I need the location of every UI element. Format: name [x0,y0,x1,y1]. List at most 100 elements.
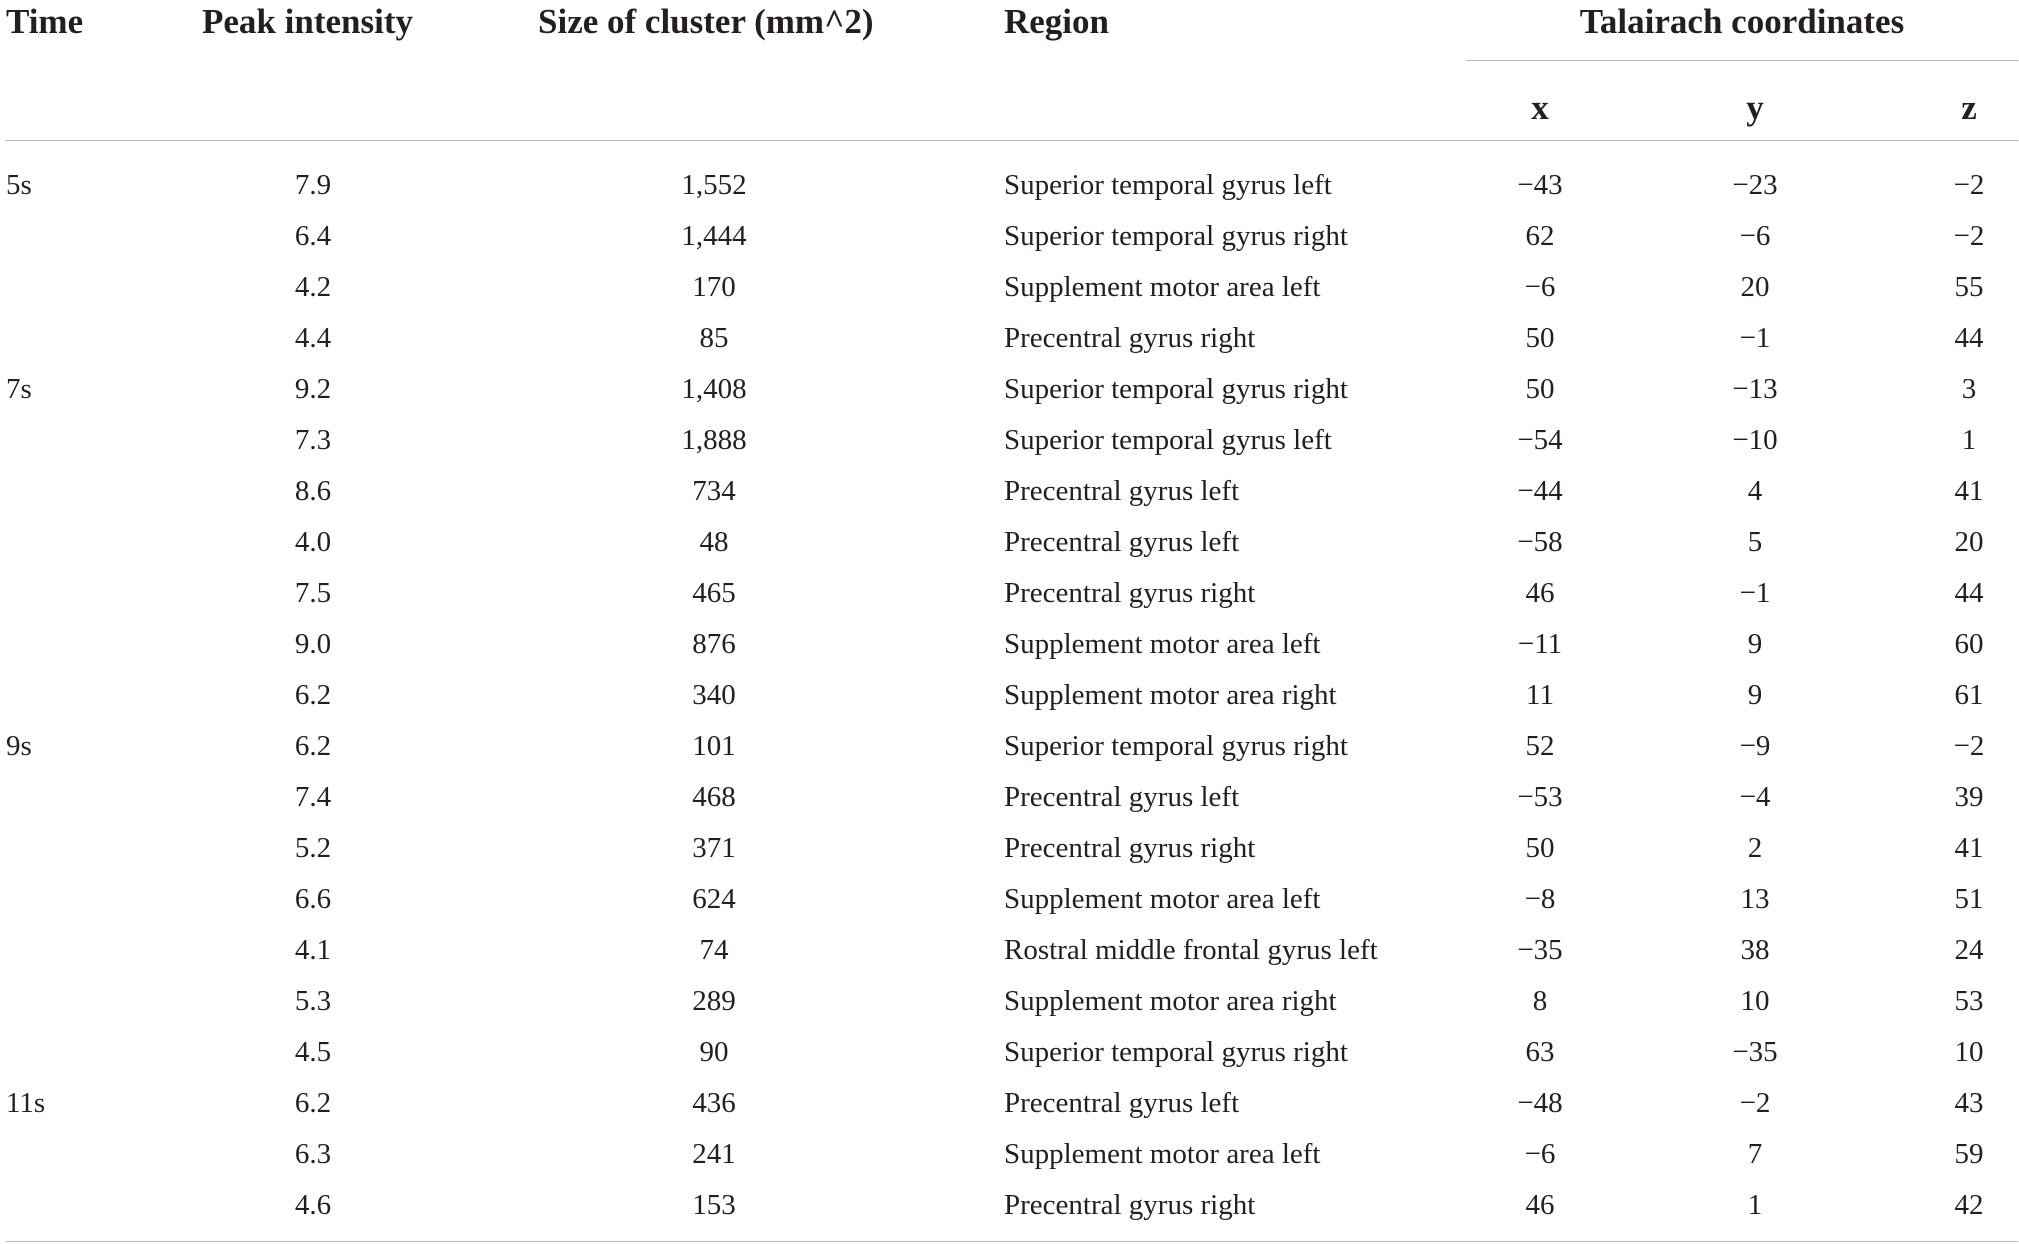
cell-region: Superior temporal gyrus left [1004,424,1332,456]
cell-region: Precentral gyrus right [1004,577,1256,609]
cell-x: 50 [1525,322,1555,354]
cell-y: −10 [1732,424,1778,456]
cell-peak-intensity: 7.9 [294,169,332,201]
cell-peak-intensity: 4.4 [294,322,332,354]
cell-z: 59 [1954,1138,1984,1170]
cell-z: −2 [1953,220,1985,252]
header-z: z [1961,88,1977,127]
header-rule [6,140,2018,141]
cell-z: −2 [1953,169,1985,201]
cell-region: Superior temporal gyrus right [1004,730,1348,762]
cell-size-of-cluster: 468 [692,781,736,813]
cell-y: 9 [1747,628,1763,660]
cell-size-of-cluster: 90 [699,1036,729,1068]
header-time: Time [6,2,84,41]
cell-size-of-cluster: 74 [699,934,729,966]
cell-size-of-cluster: 48 [699,526,729,558]
cell-peak-intensity: 4.5 [294,1036,332,1068]
cell-x: 8 [1532,985,1548,1017]
cell-z: 55 [1954,271,1984,303]
cell-region: Supplement motor area right [1004,985,1337,1017]
cell-y: −13 [1732,373,1778,405]
cell-z: 60 [1954,628,1984,660]
cell-size-of-cluster: 153 [692,1189,736,1221]
cell-x: −8 [1524,883,1556,915]
cell-region: Superior temporal gyrus right [1004,1036,1348,1068]
cell-size-of-cluster: 101 [692,730,736,762]
cell-size-of-cluster: 876 [692,628,736,660]
cell-region: Rostral middle frontal gyrus left [1004,934,1378,966]
cell-x: −11 [1517,628,1563,660]
cell-y: −1 [1739,322,1771,354]
cell-size-of-cluster: 170 [692,271,736,303]
cell-peak-intensity: 9.0 [294,628,332,660]
cell-y: 7 [1747,1138,1763,1170]
cell-time: 9s [6,730,32,762]
cell-size-of-cluster: 85 [699,322,729,354]
header-talairach-coordinates: Talairach coordinates [1579,2,1905,41]
cell-y: 10 [1740,985,1770,1017]
cell-peak-intensity: 8.6 [294,475,332,507]
cell-z: 3 [1961,373,1977,405]
cell-x: −6 [1524,1138,1556,1170]
cell-peak-intensity: 6.6 [294,883,332,915]
cell-size-of-cluster: 371 [692,832,736,864]
cell-region: Precentral gyrus left [1004,526,1240,558]
cell-z: −2 [1953,730,1985,762]
cell-x: −54 [1517,424,1563,456]
cell-peak-intensity: 6.2 [294,730,332,762]
cell-y: 13 [1740,883,1770,915]
cell-size-of-cluster: 1,408 [681,373,747,405]
talairach-rule [1466,60,2018,61]
cell-x: 50 [1525,373,1555,405]
cell-z: 51 [1954,883,1984,915]
cell-z: 44 [1954,322,1984,354]
cell-peak-intensity: 5.3 [294,985,332,1017]
cell-region: Supplement motor area left [1004,883,1321,915]
cell-size-of-cluster: 1,444 [681,220,747,252]
cell-size-of-cluster: 734 [692,475,736,507]
cell-x: 11 [1526,679,1554,711]
cell-x: 62 [1525,220,1555,252]
cell-z: 24 [1954,934,1984,966]
cell-region: Superior temporal gyrus right [1004,373,1348,405]
cell-region: Precentral gyrus left [1004,1087,1240,1119]
cell-peak-intensity: 4.0 [294,526,332,558]
cell-y: 1 [1747,1189,1763,1221]
cell-x: 52 [1525,730,1555,762]
cell-region: Precentral gyrus right [1004,1189,1256,1221]
cell-region: Supplement motor area left [1004,1138,1321,1170]
cell-y: −35 [1732,1036,1778,1068]
cell-x: −43 [1517,169,1563,201]
cell-peak-intensity: 4.1 [294,934,332,966]
cell-x: −35 [1517,934,1563,966]
cell-size-of-cluster: 436 [692,1087,736,1119]
cell-x: −44 [1517,475,1563,507]
cell-size-of-cluster: 241 [692,1138,736,1170]
cell-z: 41 [1954,475,1984,507]
cell-peak-intensity: 7.4 [294,781,332,813]
cell-y: 9 [1747,679,1763,711]
cell-y: 20 [1740,271,1770,303]
cell-region: Precentral gyrus left [1004,781,1240,813]
cell-z: 61 [1954,679,1984,711]
cell-z: 44 [1954,577,1984,609]
cell-y: 2 [1747,832,1763,864]
cell-peak-intensity: 5.2 [294,832,332,864]
cell-z: 20 [1954,526,1984,558]
cell-time: 7s [6,373,32,405]
cell-time: 5s [6,169,32,201]
cell-size-of-cluster: 340 [692,679,736,711]
cell-peak-intensity: 6.2 [294,1087,332,1119]
cell-x: −6 [1524,271,1556,303]
cell-y: −23 [1732,169,1778,201]
cell-z: 1 [1961,424,1977,456]
cell-region: Precentral gyrus left [1004,475,1240,507]
header-region: Region [1004,2,1109,41]
cell-peak-intensity: 9.2 [294,373,332,405]
cell-region: Supplement motor area left [1004,271,1321,303]
cell-region: Precentral gyrus right [1004,322,1256,354]
cell-z: 39 [1954,781,1984,813]
header-size-of-cluster: Size of cluster (mm^2) [538,2,874,41]
